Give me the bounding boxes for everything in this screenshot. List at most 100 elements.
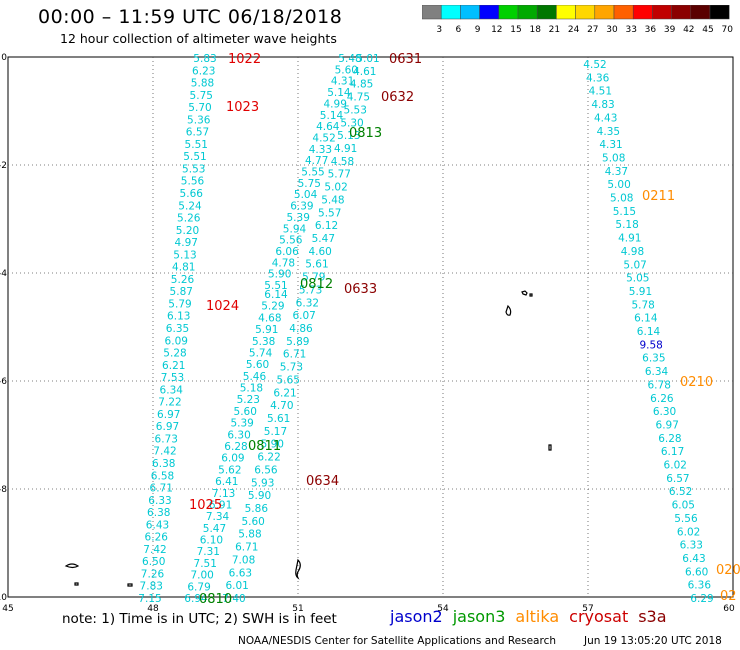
satellite-legend-s3a: s3a (638, 607, 667, 626)
wave-height-value: 4.99 (324, 98, 347, 110)
wave-height-value: 5.66 (180, 188, 204, 200)
satellite-legend-cryosat: cryosat (569, 607, 629, 626)
wave-height-value: 5.23 (237, 394, 260, 406)
wave-height-value: 5.56 (674, 513, 698, 525)
wave-height-value: 5.08 (602, 152, 625, 164)
wave-height-value: 6.02 (677, 526, 700, 538)
satellite-legend-jason2: jason2 (390, 607, 443, 626)
wave-height-value: 6.28 (224, 441, 247, 453)
wave-height-value: 6.09 (221, 453, 244, 465)
wave-height-value: 7.83 (140, 581, 163, 593)
colorbar-label: 15 (510, 25, 521, 35)
wave-height-value: 5.53 (182, 163, 205, 175)
wave-height-value: 6.35 (166, 323, 189, 335)
wave-height-value: 5.18 (615, 219, 638, 231)
wave-height-value: 5.51 (183, 151, 206, 163)
wave-height-value: 5.70 (188, 102, 211, 114)
wave-height-value: 6.78 (648, 379, 671, 391)
colorbar-label: 9 (475, 25, 481, 35)
wave-height-value: 6.39 (290, 201, 313, 213)
wave-height-value: 5.79 (302, 272, 325, 284)
wave-height-value: 5.14 (327, 87, 351, 99)
colorbar-label: 18 (529, 25, 541, 35)
wave-height-value: 5.00 (607, 179, 630, 191)
wave-height-value: 5.60 (241, 516, 264, 528)
wave-height-value: 5.90 (248, 490, 271, 502)
wave-height-value: 6.02 (664, 460, 687, 472)
wave-height-value: 5.28 (163, 348, 186, 360)
colorbar-swatch (709, 5, 730, 20)
colorbar-label: 33 (625, 25, 636, 35)
wave-height-value: 6.57 (666, 473, 689, 485)
wave-height-value: 4.91 (618, 233, 641, 245)
wave-height-value: 5.15 (613, 206, 636, 218)
wave-height-value: 4.64 (316, 121, 340, 133)
wave-height-value: 6.05 (672, 500, 695, 512)
wave-height-value: 5.65 (277, 374, 300, 386)
wave-height-value: 5.14 (320, 110, 344, 122)
wave-height-value: 4.37 (605, 166, 628, 178)
wave-height-value: 4.78 (272, 257, 295, 269)
wave-height-value: 7.34 (206, 511, 230, 523)
wave-height-value: 5.36 (187, 114, 211, 126)
wave-height-value: 6.63 (229, 567, 252, 579)
wave-height-value: 7.22 (158, 397, 181, 409)
wave-height-value: 6.17 (661, 446, 684, 458)
wave-height-value: 5.56 (279, 235, 303, 247)
credit-line: NOAA/NESDIS Center for Satellite Applica… (238, 635, 556, 647)
colorbar-label: 21 (549, 25, 560, 35)
wave-height-value: 7.42 (143, 544, 166, 556)
wave-height-value: 5.47 (203, 523, 226, 535)
wave-height-value: 4.52 (312, 132, 335, 144)
wave-height-value: 6.41 (215, 476, 238, 488)
y-tick-label: -8 (0, 485, 7, 495)
wave-height-value: 6.71 (150, 483, 173, 495)
wave-height-value: 5.87 (170, 286, 193, 298)
wave-height-value: 5.05 (626, 273, 649, 285)
wave-height-value: 4.35 (597, 126, 620, 138)
island-outline (529, 293, 533, 297)
wave-height-value: 5.38 (252, 336, 275, 348)
wave-height-value: 4.31 (331, 76, 354, 88)
x-tick-label: 51 (292, 604, 303, 614)
wave-height-value: 6.14 (264, 289, 288, 301)
wave-height-value: 5.48 (321, 194, 344, 206)
colorbar-label: 42 (683, 25, 694, 35)
wave-height-value: 4.51 (589, 86, 612, 98)
wave-height-value: 5.55 (301, 167, 324, 179)
wave-height-value: 9.58 (639, 339, 662, 351)
wave-height-value: 4.31 (599, 139, 622, 151)
wave-height-value: 6.38 (152, 458, 175, 470)
wave-height-value: 5.02 (324, 182, 347, 194)
island-outline (505, 304, 512, 316)
wave-height-value: 4.68 (258, 312, 281, 324)
pass-time-label: 0810 (199, 592, 232, 607)
wave-height-value: 6.60 (685, 566, 708, 578)
wave-height-value: 5.26 (171, 274, 195, 286)
wave-height-value: 5.30 (340, 117, 363, 129)
colorbar-label: 39 (664, 25, 676, 35)
wave-height-value: 6.58 (151, 470, 174, 482)
wave-height-value: 6.14 (634, 313, 658, 325)
wave-height-value: 5.24 (178, 200, 202, 212)
island-outline (295, 558, 301, 580)
pass-time-label: 1023 (226, 100, 259, 115)
wave-height-value: 5.77 (328, 169, 351, 181)
wave-height-value: 6.33 (148, 495, 171, 507)
colorbar-label: 12 (491, 25, 502, 35)
wave-height-value: 5.61 (267, 413, 290, 425)
wave-height-value: 6.32 (296, 297, 319, 309)
wave-height-value: 6.12 (315, 220, 338, 232)
wave-height-value: 6.29 (690, 593, 713, 605)
wave-height-value: 6.33 (680, 540, 703, 552)
wave-height-value: 7.00 (190, 570, 213, 582)
pass-time-label: 0211 (642, 189, 675, 204)
wave-height-value: 5.86 (245, 503, 269, 515)
wave-height-value: 5.91 (629, 286, 652, 298)
island-outline (127, 583, 133, 587)
wave-height-value: 5.91 (255, 324, 278, 336)
island-outline (64, 563, 80, 569)
wave-height-value: 5.08 (610, 193, 633, 205)
wave-height-value: 5.73 (280, 362, 303, 374)
wave-height-value: 4.60 (308, 246, 331, 258)
